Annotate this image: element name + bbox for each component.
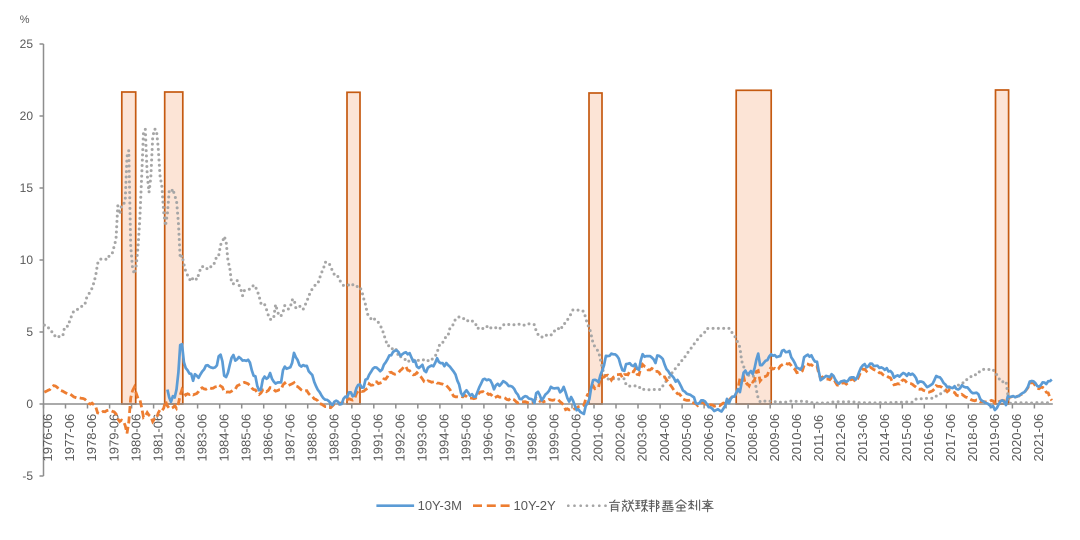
svg-text:2021-06: 2021-06 [1031,414,1046,462]
svg-text:2010-06: 2010-06 [789,414,804,462]
svg-text:1997-06: 1997-06 [503,414,518,462]
svg-text:2011-06: 2011-06 [811,415,826,462]
svg-text:2006-06: 2006-06 [701,414,716,462]
svg-text:2017-06: 2017-06 [943,414,958,462]
svg-text:2007-06: 2007-06 [723,414,738,462]
svg-text:1981-06: 1981-06 [150,414,165,462]
svg-text:1980-06: 1980-06 [128,414,143,462]
svg-text:2016-06: 2016-06 [921,414,936,462]
svg-text:1994-06: 1994-06 [437,414,452,462]
svg-text:2002-06: 2002-06 [613,414,628,462]
svg-text:15: 15 [20,181,34,195]
svg-text:2012-06: 2012-06 [833,414,848,462]
svg-text:1976-06: 1976-06 [40,414,55,462]
svg-text:10: 10 [20,253,34,267]
svg-text:1992-06: 1992-06 [393,414,408,462]
svg-text:1986-06: 1986-06 [260,414,275,462]
svg-text:1995-06: 1995-06 [459,414,474,462]
svg-text:2009-06: 2009-06 [767,414,782,462]
svg-text:1983-06: 1983-06 [194,414,209,462]
svg-text:0: 0 [26,397,33,411]
svg-text:1985-06: 1985-06 [238,414,253,462]
svg-text:1989-06: 1989-06 [327,414,342,462]
svg-text:1978-06: 1978-06 [84,414,99,462]
svg-text:1991-06: 1991-06 [371,414,386,462]
svg-text:2008-06: 2008-06 [745,414,760,462]
svg-text:2015-06: 2015-06 [899,414,914,462]
svg-text:1984-06: 1984-06 [216,414,231,462]
svg-text:2020-06: 2020-06 [1009,414,1024,462]
svg-text:2019-06: 2019-06 [987,414,1002,462]
svg-text:1998-06: 1998-06 [525,414,540,462]
svg-text:%: % [20,14,30,26]
svg-text:2018-06: 2018-06 [965,414,980,462]
svg-text:1996-06: 1996-06 [481,414,496,462]
svg-text:20: 20 [20,109,34,123]
svg-text:2013-06: 2013-06 [855,414,870,462]
svg-text:1982-06: 1982-06 [172,414,187,462]
svg-text:1990-06: 1990-06 [349,414,364,462]
svg-text:1979-06: 1979-06 [106,414,121,462]
svg-text:10Y-3M: 10Y-3M [418,498,462,513]
svg-text:2004-06: 2004-06 [657,414,672,462]
svg-text:2003-06: 2003-06 [635,414,650,462]
svg-text:-5: -5 [22,469,33,483]
svg-text:1977-06: 1977-06 [62,414,77,462]
svg-text:2005-06: 2005-06 [679,414,694,462]
svg-text:10Y-2Y: 10Y-2Y [514,498,556,513]
svg-text:2014-06: 2014-06 [877,414,892,462]
svg-text:5: 5 [26,325,33,339]
svg-text:1999-06: 1999-06 [547,414,562,462]
svg-text:1988-06: 1988-06 [304,414,319,462]
svg-text:25: 25 [20,37,34,51]
svg-text:2000-06: 2000-06 [569,414,584,462]
svg-text:1993-06: 1993-06 [415,414,430,462]
svg-text:2001-06: 2001-06 [591,414,606,462]
svg-text:1987-06: 1987-06 [282,414,297,462]
